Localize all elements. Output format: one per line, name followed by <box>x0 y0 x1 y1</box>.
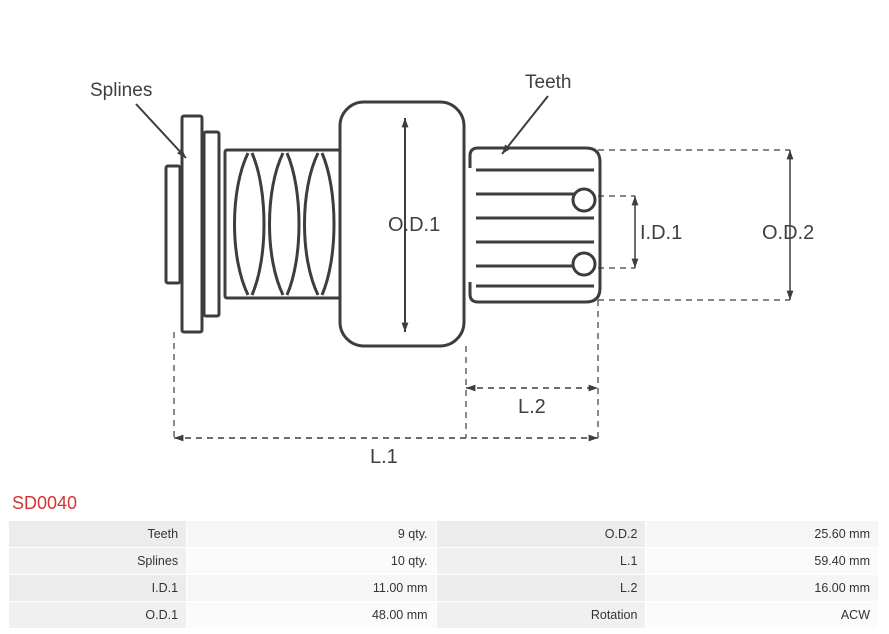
spec-key: O.D.1 <box>9 602 186 628</box>
spec-key: Teeth <box>9 521 186 547</box>
od2-label: O.D.2 <box>762 222 814 245</box>
spec-value: 48.00 mm <box>187 602 435 628</box>
technical-diagram-svg <box>0 0 889 495</box>
spec-key: L.1 <box>437 548 646 574</box>
spec-key: O.D.2 <box>437 521 646 547</box>
l1-label: L.1 <box>370 446 398 469</box>
table-row: Splines10 qty.L.159.40 mm <box>9 548 878 574</box>
spec-value: 11.00 mm <box>187 575 435 601</box>
table-row: Teeth9 qty.O.D.225.60 mm <box>9 521 878 547</box>
teeth-label: Teeth <box>525 72 571 94</box>
spec-key: L.2 <box>437 575 646 601</box>
spec-value: 10 qty. <box>187 548 435 574</box>
part-number: SD0040 <box>0 493 889 520</box>
spec-value: 25.60 mm <box>646 521 878 547</box>
spec-value: ACW <box>646 602 878 628</box>
id1-label: I.D.1 <box>640 222 682 245</box>
spec-table: Teeth9 qty.O.D.225.60 mmSplines10 qty.L.… <box>8 520 879 629</box>
l2-label: L.2 <box>518 396 546 419</box>
spec-key: I.D.1 <box>9 575 186 601</box>
splines-label: Splines <box>90 80 152 102</box>
spec-value: 16.00 mm <box>646 575 878 601</box>
od1-label: O.D.1 <box>388 214 440 237</box>
spec-value: 59.40 mm <box>646 548 878 574</box>
diagram-container: Splines Teeth O.D.1 I.D.1 O.D.2 L.1 L.2 <box>0 0 889 495</box>
spec-value: 9 qty. <box>187 521 435 547</box>
table-row: O.D.148.00 mmRotationACW <box>9 602 878 628</box>
table-row: I.D.111.00 mmL.216.00 mm <box>9 575 878 601</box>
spec-key: Rotation <box>437 602 646 628</box>
spec-key: Splines <box>9 548 186 574</box>
